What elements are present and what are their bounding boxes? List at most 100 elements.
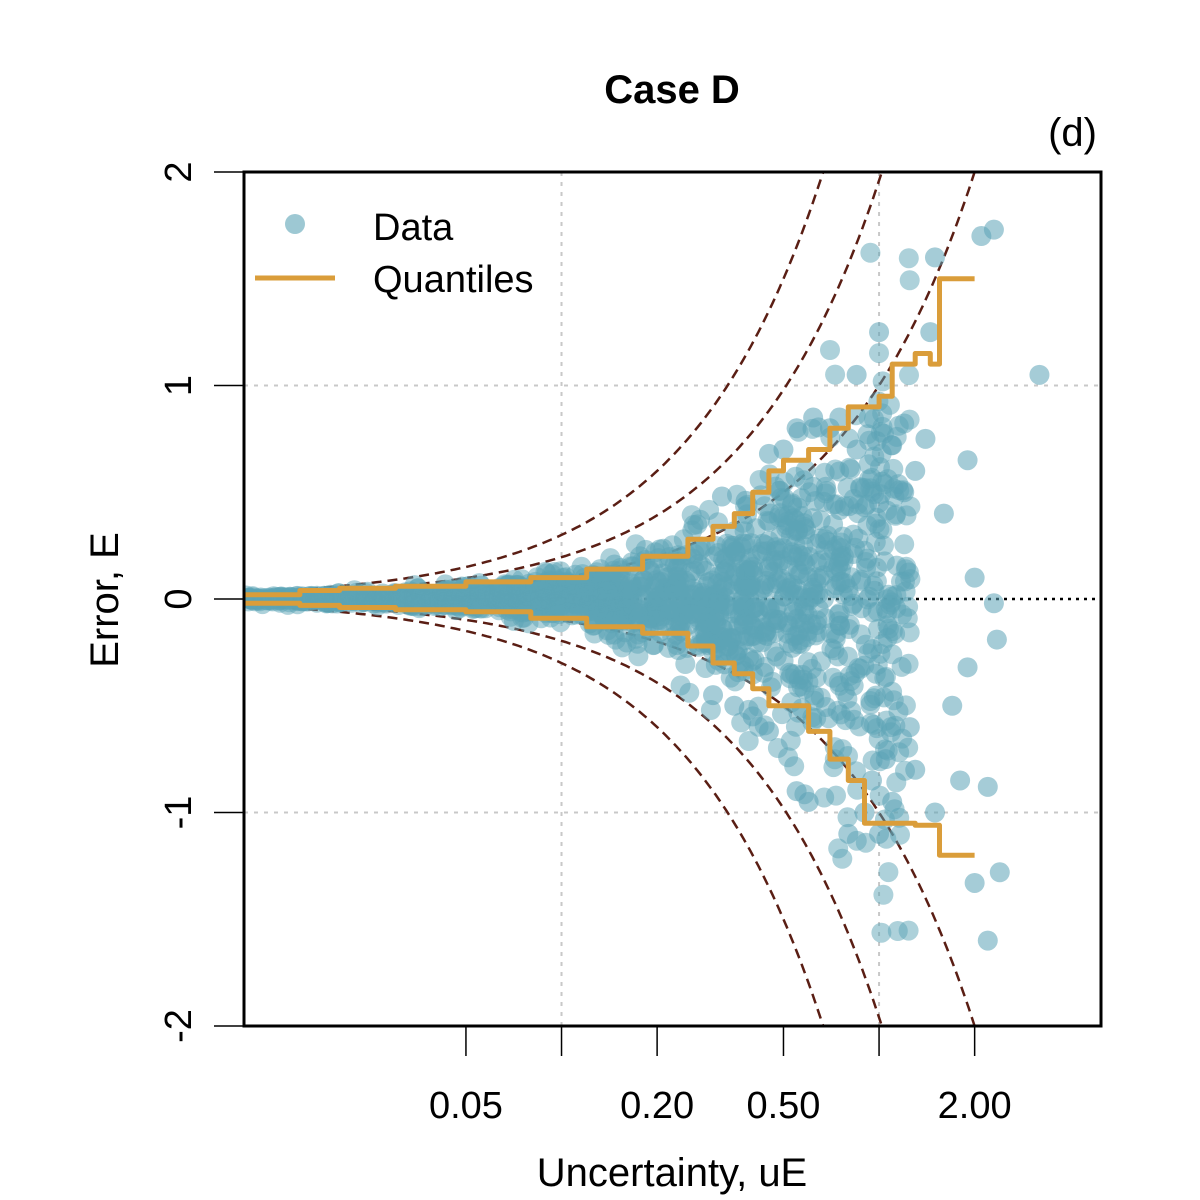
guide-curve [244, 172, 976, 599]
data-point [746, 632, 767, 653]
data-point [829, 407, 850, 428]
data-point [942, 695, 963, 716]
data-point [740, 576, 761, 597]
data-point [766, 646, 787, 667]
y-tick-label: 1 [158, 375, 200, 396]
data-point [668, 567, 688, 588]
data-point [878, 618, 899, 639]
data-point [829, 675, 850, 696]
data-point [861, 467, 882, 488]
data-point [815, 540, 836, 561]
data-point [542, 578, 563, 599]
data-point [717, 630, 738, 651]
data-point [888, 701, 909, 722]
x-tick-label: 0.05 [429, 1085, 503, 1127]
data-point [633, 570, 654, 591]
data-point [920, 322, 941, 343]
data-point [869, 823, 890, 844]
data-point [781, 495, 802, 515]
data-point [868, 729, 889, 750]
data-point [983, 219, 1004, 240]
data-point [900, 569, 921, 590]
data-point [869, 343, 889, 364]
data-point [867, 601, 888, 622]
data-point [711, 486, 732, 507]
data-point [691, 556, 712, 577]
data-point [872, 416, 893, 437]
data-point [849, 716, 870, 737]
data-point [828, 604, 849, 625]
data-point [896, 505, 917, 526]
guide-curve [244, 172, 825, 594]
data-point [957, 450, 978, 471]
data-point [777, 515, 798, 536]
data-point [850, 624, 871, 645]
data-point [721, 538, 742, 558]
legend: Data Quantiles [255, 207, 534, 301]
y-axis: -2 -1 0 1 2 [158, 161, 244, 1043]
data-point [862, 639, 883, 660]
chart-title: Case D [604, 68, 740, 112]
data-point [778, 747, 799, 768]
data-point [694, 612, 715, 633]
data-point [815, 483, 836, 504]
legend-data-label: Data [373, 207, 454, 249]
data-point [736, 609, 757, 630]
data-point [768, 595, 789, 615]
panel-label: (d) [1048, 111, 1097, 155]
data-point [825, 364, 846, 385]
data-point [857, 515, 878, 536]
data-point [879, 394, 900, 415]
quantile-lower-line [244, 600, 975, 858]
data-point [886, 598, 907, 619]
data-point [890, 824, 910, 845]
data-point [700, 700, 721, 720]
data-point [828, 838, 849, 859]
data-point [872, 371, 893, 392]
data-point [869, 492, 890, 513]
data-point [658, 637, 679, 658]
data-point [989, 862, 1010, 883]
data-point [749, 470, 770, 490]
y-axis-label: Error, E [83, 532, 127, 668]
data-point [865, 685, 886, 706]
data-point [977, 776, 998, 797]
data-point [796, 519, 817, 540]
data-point [779, 662, 800, 683]
data-point [950, 770, 971, 791]
data-point [864, 580, 885, 601]
data-point [703, 685, 724, 706]
data-point [797, 652, 818, 673]
data-point [780, 730, 801, 751]
quantile-lines [244, 276, 975, 858]
data-point [762, 551, 783, 571]
data-point [824, 640, 845, 661]
data-point [775, 572, 796, 593]
data-point [924, 802, 945, 823]
grid-lines [244, 172, 1101, 1026]
data-point [786, 418, 807, 439]
data-point [823, 757, 844, 778]
data-point [675, 654, 696, 674]
data-point [806, 708, 827, 729]
data-point [933, 503, 954, 524]
data-point [883, 458, 904, 479]
data-point [846, 439, 867, 460]
data-point [834, 496, 855, 517]
data-point [690, 509, 711, 530]
data-point [715, 588, 736, 609]
data-point [860, 242, 881, 263]
data-point [724, 565, 745, 586]
data-point [964, 872, 985, 893]
x-tick-label: 0.50 [746, 1085, 820, 1127]
legend-quantiles-label: Quantiles [373, 259, 534, 301]
y-tick-label: -2 [158, 1009, 200, 1043]
data-point [585, 609, 606, 629]
data-point [823, 558, 844, 579]
data-point [871, 922, 892, 943]
data-point [924, 247, 945, 268]
data-point [791, 676, 812, 697]
data-point [724, 695, 745, 716]
data-point [899, 270, 920, 291]
x-tick-label: 2.00 [938, 1085, 1012, 1127]
